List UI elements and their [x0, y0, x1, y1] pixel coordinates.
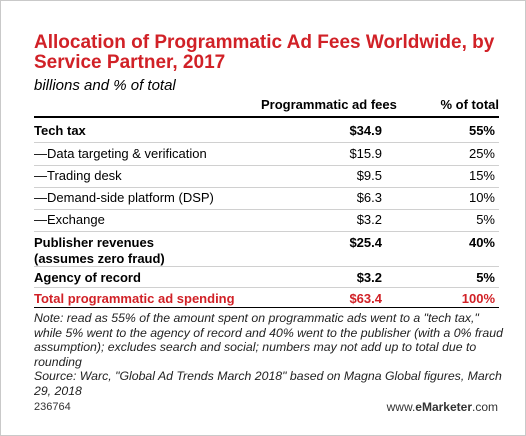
row-label-line: Publisher revenues: [34, 235, 154, 250]
chart-id: 236764: [34, 401, 71, 413]
row-label: Tech tax: [34, 123, 86, 139]
row-label-line: Agency of record: [34, 270, 141, 285]
row-divider: [34, 142, 499, 143]
header-fees: Programmatic ad fees: [261, 97, 397, 112]
row-label-line: Total programmatic ad spending: [34, 291, 235, 306]
row-pct-value: 25%: [468, 146, 495, 161]
row-label: Total programmatic ad spending: [34, 291, 235, 307]
brand-prefix: www.: [386, 400, 416, 414]
row-fees-value: $9.5: [356, 168, 382, 183]
row-label: —Demand-side platform (DSP): [34, 190, 214, 206]
row-label-line: Tech tax: [34, 123, 86, 138]
row-fees-value: $63.4: [349, 291, 382, 306]
header-rule: [34, 116, 499, 118]
row-fees-value: $6.3: [356, 190, 382, 205]
brand-footer: www.eMarketer.com: [387, 400, 498, 414]
row-label: Publisher revenues (assumes zero fraud): [34, 235, 165, 267]
row-divider: [34, 165, 499, 166]
row-label: —Trading desk: [34, 168, 122, 184]
row-label: —Exchange: [34, 212, 105, 228]
table-note: Note: read as 55% of the amount spent on…: [34, 311, 503, 398]
row-label-line: —Demand-side platform (DSP): [34, 190, 214, 205]
row-pct-value: 55%: [468, 123, 495, 138]
row-pct-value: 5%: [476, 212, 495, 227]
row-pct-value: 40%: [468, 235, 495, 250]
row-label: —Data targeting & verification: [34, 146, 207, 162]
row-pct-value: 10%: [468, 190, 495, 205]
chart-subtitle: billions and % of total: [34, 77, 176, 94]
row-pct-value: 5%: [476, 270, 495, 285]
row-fees-value: $25.4: [349, 235, 382, 250]
row-label-line2: (assumes zero fraud): [34, 251, 165, 266]
brand-name: eMarketer: [415, 400, 472, 414]
row-pct-value: 100%: [461, 291, 495, 306]
row-divider: [34, 287, 499, 288]
header-pct: % of total: [440, 97, 500, 112]
row-label: Agency of record: [34, 270, 141, 286]
chart-title: Allocation of Programmatic Ad Fees World…: [34, 32, 495, 73]
row-divider: [34, 231, 499, 232]
brand-suffix: .com: [471, 400, 498, 414]
row-label-line: —Trading desk: [34, 168, 122, 183]
row-divider: [34, 209, 499, 210]
row-fees-value: $34.9: [349, 123, 382, 138]
row-label-line: —Data targeting & verification: [34, 146, 207, 161]
row-divider: [34, 187, 499, 188]
row-divider: [34, 266, 499, 267]
row-fees-value: $15.9: [349, 146, 382, 161]
bottom-rule: [34, 307, 499, 308]
row-label-line: —Exchange: [34, 212, 105, 227]
row-fees-value: $3.2: [356, 212, 382, 227]
row-fees-value: $3.2: [356, 270, 382, 285]
row-pct-value: 15%: [468, 168, 495, 183]
